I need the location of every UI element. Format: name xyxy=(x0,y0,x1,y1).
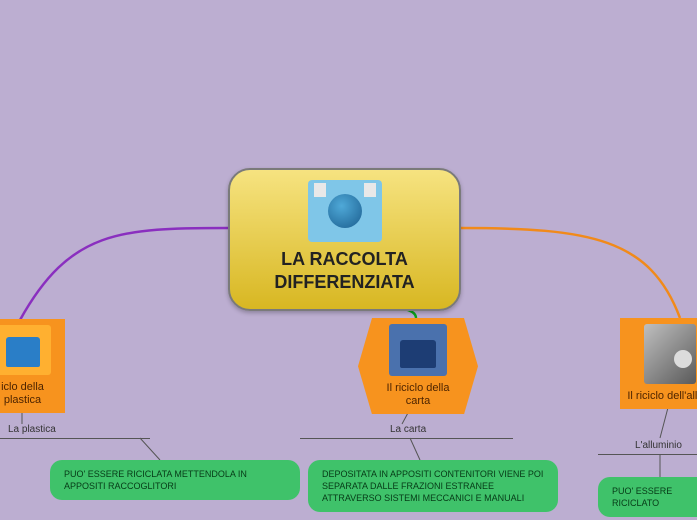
detail-alluminio: PUO' ESSERE RICICLATO xyxy=(598,477,697,517)
recycle-earth-icon xyxy=(308,180,382,242)
aluminium-icon xyxy=(644,324,696,384)
sublabel-alluminio: L'alluminio xyxy=(635,440,695,451)
subline-alluminio xyxy=(598,454,697,455)
center-title: LA RACCOLTA DIFFERENZIATA xyxy=(244,248,445,293)
branch-carta-label: Il riciclo della carta xyxy=(374,380,462,414)
center-title-line1: LA RACCOLTA xyxy=(281,249,408,269)
plastic-bin-icon xyxy=(0,325,51,375)
sublabel-carta: La carta xyxy=(390,424,440,435)
sublabel-plastica: La plastica xyxy=(8,424,68,435)
detail-carta: DEPOSITATA IN APPOSITI CONTENITORI VIENE… xyxy=(308,460,558,512)
branch-plastica-label: iclo della plastica xyxy=(0,379,65,413)
center-title-line2: DIFFERENZIATA xyxy=(274,272,414,292)
branch-alluminio[interactable]: Il riciclo dell'allum xyxy=(620,318,697,409)
detail-plastica: PUO' ESSERE RICICLATA METTENDOLA IN APPO… xyxy=(50,460,300,500)
paper-bin-icon xyxy=(389,324,447,376)
subline-carta xyxy=(300,438,513,439)
branch-plastica[interactable]: iclo della plastica xyxy=(0,319,65,413)
branch-carta[interactable]: Il riciclo della carta xyxy=(358,318,478,414)
subline-plastica xyxy=(0,438,150,439)
center-node[interactable]: LA RACCOLTA DIFFERENZIATA xyxy=(228,168,461,311)
branch-alluminio-label: Il riciclo dell'allum xyxy=(620,388,697,409)
